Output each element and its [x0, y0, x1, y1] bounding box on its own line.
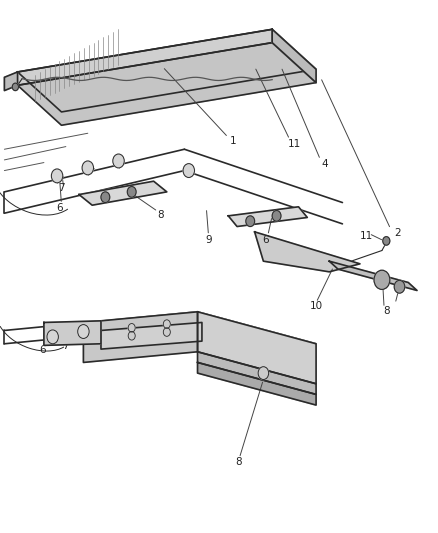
Text: 1: 1	[229, 136, 236, 146]
Text: 9: 9	[205, 235, 212, 245]
Circle shape	[393, 280, 404, 293]
Text: 8: 8	[382, 306, 389, 316]
Text: 6: 6	[39, 345, 46, 355]
Circle shape	[128, 324, 135, 332]
Text: 4: 4	[321, 159, 328, 168]
Text: 7: 7	[61, 342, 68, 351]
Text: 10: 10	[309, 302, 322, 311]
Polygon shape	[18, 29, 315, 112]
Polygon shape	[197, 312, 315, 384]
Polygon shape	[44, 321, 101, 345]
Circle shape	[272, 211, 280, 221]
Circle shape	[373, 270, 389, 289]
Polygon shape	[18, 29, 272, 85]
Polygon shape	[272, 29, 315, 83]
Polygon shape	[228, 207, 307, 227]
Circle shape	[382, 237, 389, 245]
Circle shape	[51, 169, 63, 183]
Text: 6: 6	[261, 235, 268, 245]
Polygon shape	[18, 43, 315, 125]
Circle shape	[128, 332, 135, 340]
Circle shape	[127, 187, 136, 197]
Polygon shape	[328, 261, 416, 290]
Text: 8: 8	[156, 211, 163, 220]
Text: 11: 11	[287, 139, 300, 149]
Circle shape	[12, 83, 18, 91]
Polygon shape	[101, 322, 201, 349]
Circle shape	[78, 325, 89, 338]
Circle shape	[47, 330, 58, 344]
Text: 6: 6	[56, 203, 63, 213]
Circle shape	[82, 161, 93, 175]
Polygon shape	[79, 181, 166, 205]
Circle shape	[163, 328, 170, 336]
Text: 11: 11	[359, 231, 372, 240]
Polygon shape	[4, 72, 18, 91]
Circle shape	[113, 154, 124, 168]
Text: 2: 2	[393, 228, 400, 238]
Text: 8: 8	[234, 457, 241, 467]
Polygon shape	[83, 312, 197, 362]
Polygon shape	[254, 232, 359, 272]
Circle shape	[183, 164, 194, 177]
Circle shape	[163, 320, 170, 328]
Circle shape	[258, 367, 268, 379]
Circle shape	[101, 192, 110, 203]
Polygon shape	[197, 352, 315, 394]
Polygon shape	[197, 362, 315, 405]
Text: 7: 7	[58, 183, 65, 192]
Circle shape	[245, 216, 254, 227]
